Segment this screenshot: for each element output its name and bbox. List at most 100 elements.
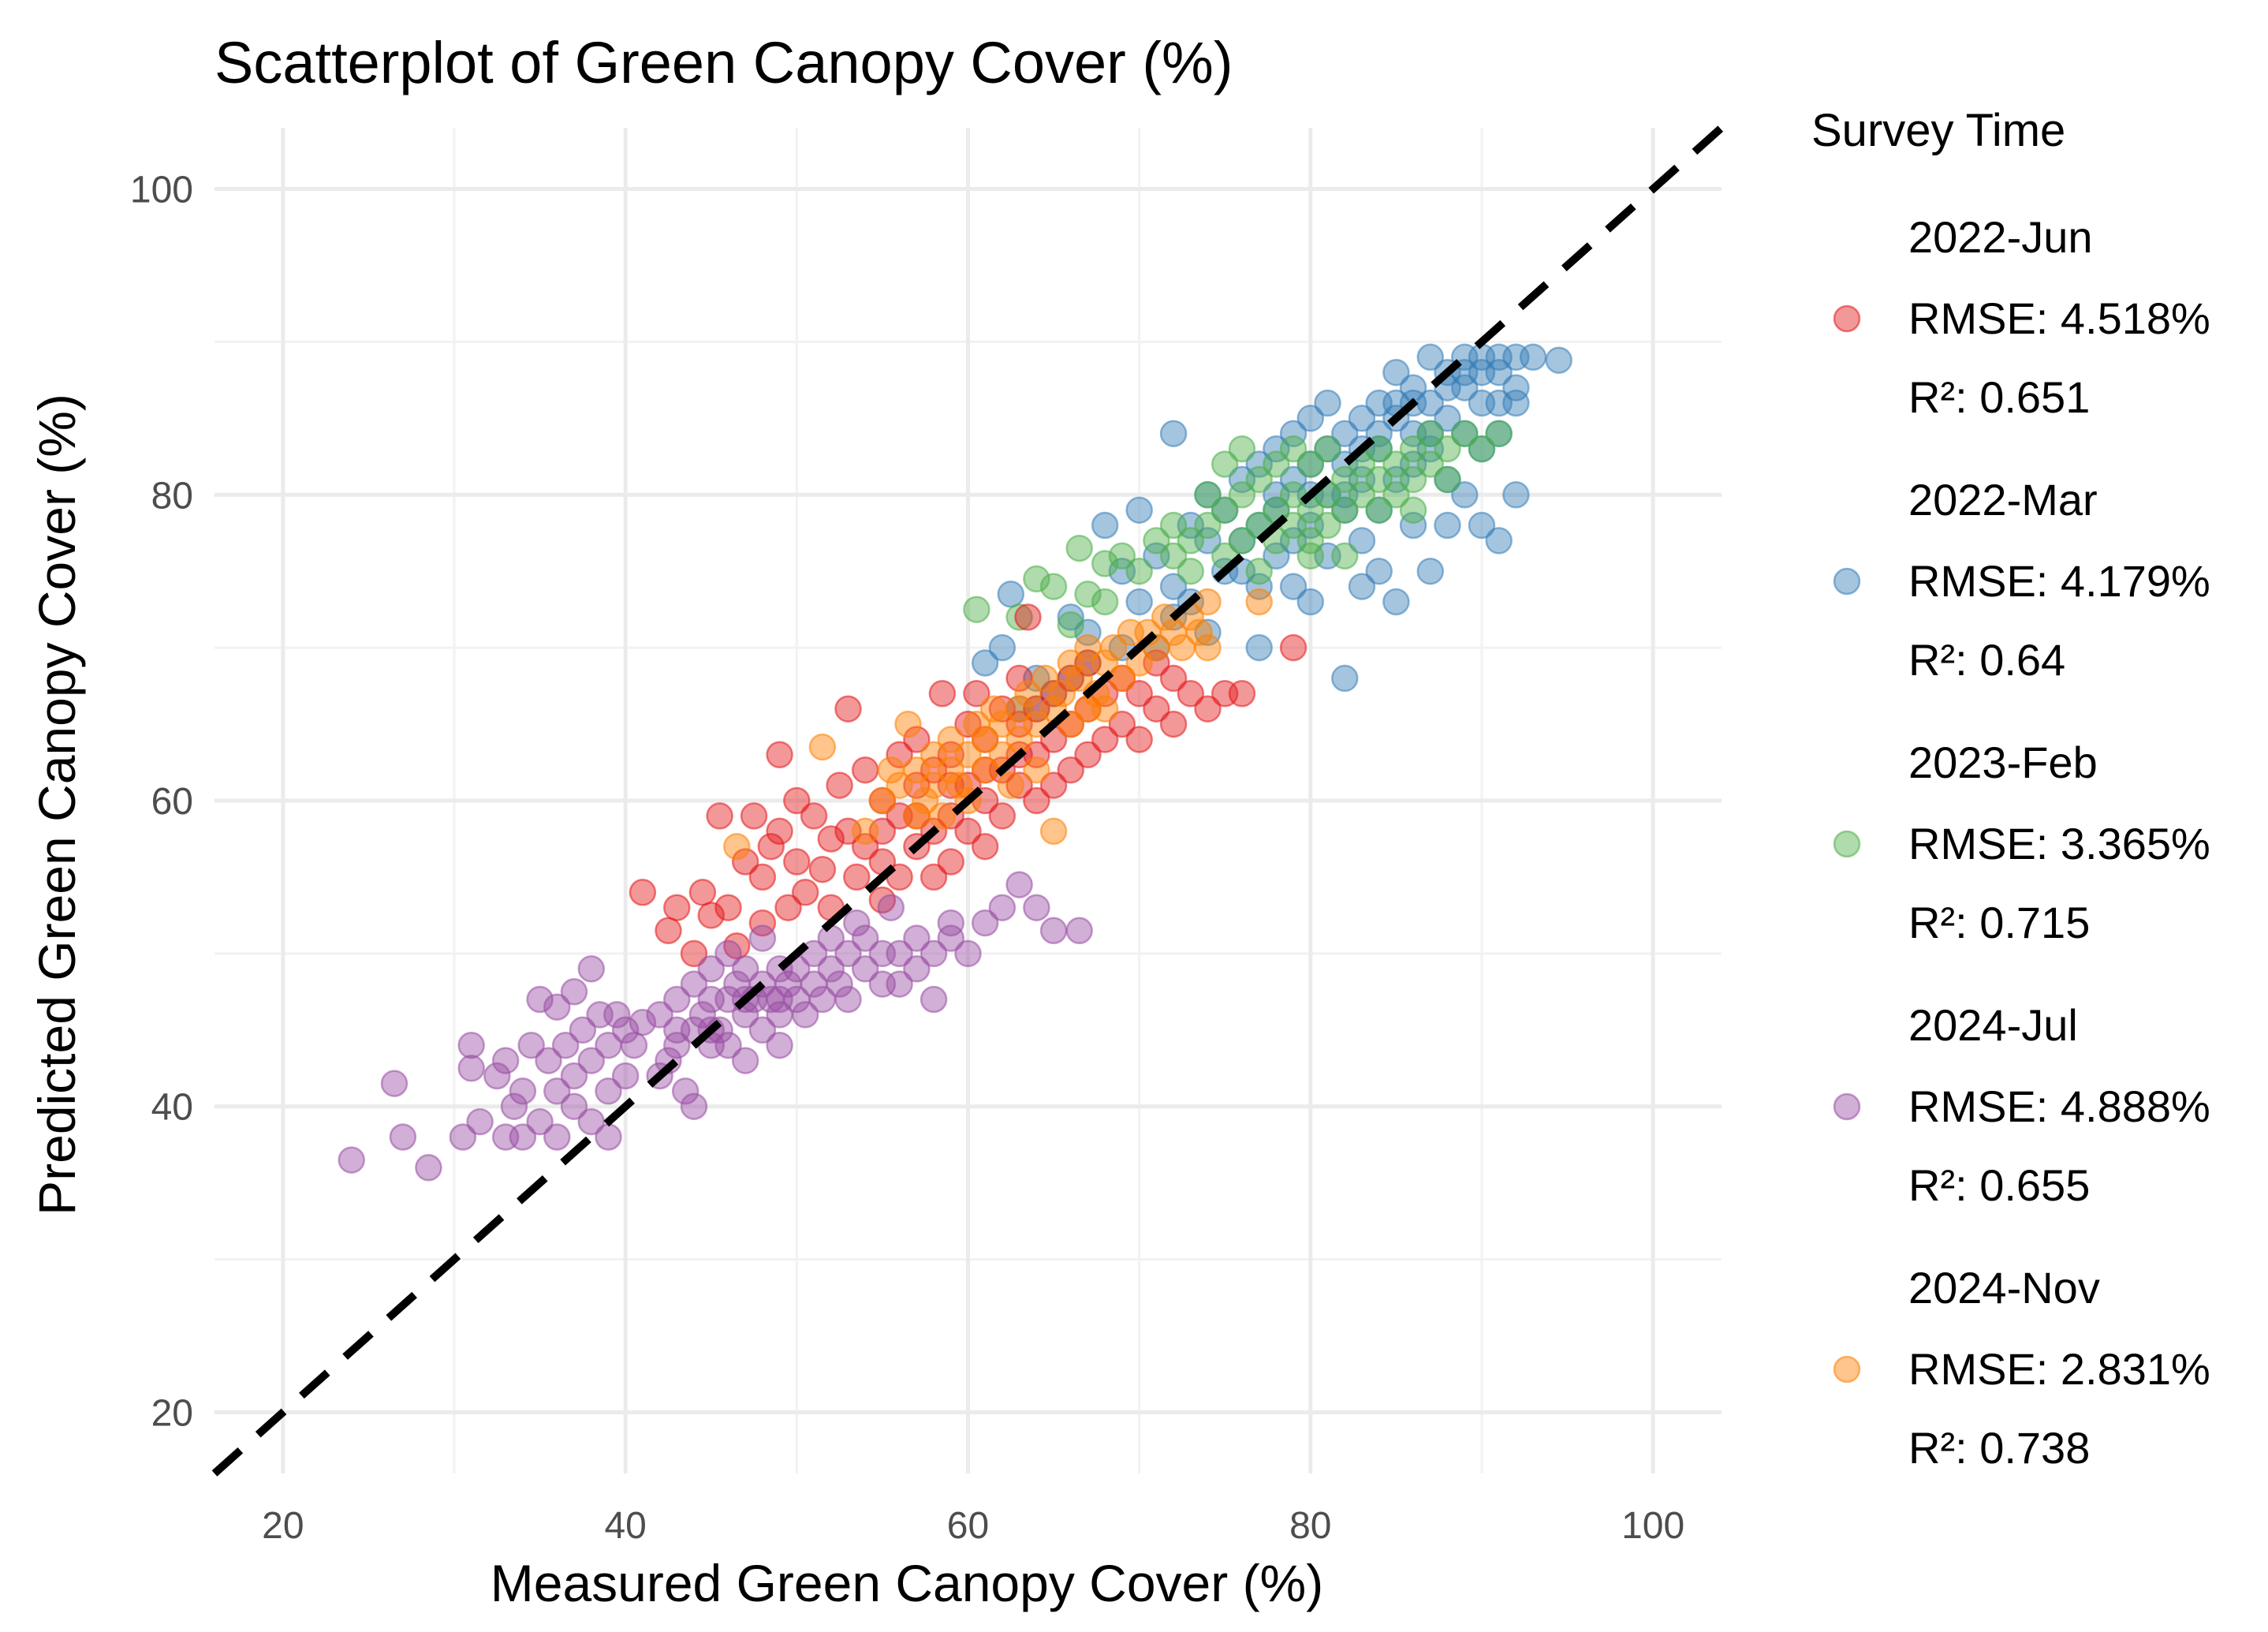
data-point <box>1365 557 1393 585</box>
data-point <box>1074 581 1102 608</box>
data-point <box>1177 557 1205 585</box>
data-point <box>663 1031 691 1059</box>
data-point <box>851 955 879 983</box>
data-point <box>1279 573 1307 600</box>
x-tick-label: 80 <box>1289 1505 1331 1547</box>
data-point <box>937 848 965 876</box>
data-point <box>1485 527 1513 555</box>
data-point <box>1382 588 1410 616</box>
data-point <box>1057 649 1085 677</box>
data-point <box>1228 680 1256 708</box>
legend-rmse: RMSE: 3.365% <box>1908 819 2210 868</box>
data-point <box>1399 496 1427 524</box>
data-point <box>1451 420 1479 447</box>
data-point <box>774 894 802 921</box>
data-point <box>629 879 657 906</box>
data-point <box>611 1062 640 1090</box>
data-point <box>1416 450 1445 478</box>
data-point <box>937 756 965 784</box>
data-point <box>389 1123 417 1151</box>
data-point <box>1023 756 1050 784</box>
data-point <box>1159 511 1188 540</box>
data-point <box>988 894 1016 921</box>
legend-series-name: 2024-Jul <box>1908 1000 2078 1050</box>
data-point <box>620 1031 648 1059</box>
data-point <box>971 649 999 677</box>
legend-r2: R²: 0.715 <box>1908 898 2090 947</box>
data-point <box>457 1031 485 1059</box>
series-2024-Jul <box>338 871 1093 1182</box>
x-axis-title: Measured Green Canopy Cover (%) <box>491 1554 1323 1612</box>
data-point <box>988 633 1016 662</box>
data-point <box>834 695 862 723</box>
series-2022-Jun <box>629 603 1307 968</box>
data-point <box>611 1016 640 1044</box>
data-point <box>457 1055 485 1082</box>
series-2024-Nov <box>723 588 1273 861</box>
data-point <box>1416 420 1445 447</box>
data-point <box>988 710 1016 738</box>
data-point <box>1331 420 1359 447</box>
data-point <box>1296 527 1325 555</box>
data-point <box>886 939 913 968</box>
data-point <box>1091 726 1119 753</box>
x-tick-label: 100 <box>1621 1505 1684 1547</box>
data-point <box>1125 680 1153 708</box>
data-point <box>663 985 691 1014</box>
data-point <box>911 786 939 815</box>
data-point <box>946 771 973 799</box>
data-point <box>1296 450 1325 478</box>
data-point <box>1451 481 1479 509</box>
data-point <box>1279 633 1307 662</box>
data-point <box>731 848 759 876</box>
data-point <box>1185 618 1213 647</box>
x-tick-label: 20 <box>262 1505 304 1547</box>
legend-series-name: 2023-Feb <box>1908 738 2098 787</box>
data-point <box>1502 481 1530 509</box>
data-point <box>1416 343 1445 372</box>
data-point <box>646 1001 673 1029</box>
data-point <box>595 1077 622 1105</box>
data-point <box>714 939 742 968</box>
legend-r2: R²: 0.64 <box>1908 635 2065 685</box>
data-point <box>1091 511 1119 540</box>
data-point <box>1502 374 1530 401</box>
data-point <box>886 970 913 998</box>
data-point <box>791 1001 819 1029</box>
data-point <box>1099 633 1128 662</box>
data-point <box>1279 420 1307 447</box>
axis-ticks: 20 40 60 80 100 20 40 60 80 100 <box>130 170 1684 1547</box>
data-point <box>766 1031 793 1059</box>
data-point <box>1005 603 1033 631</box>
data-point <box>1245 557 1273 585</box>
data-point <box>1468 511 1496 540</box>
data-point <box>954 741 982 769</box>
data-point <box>766 985 793 1014</box>
chart-title: Scatterplot of Green Canopy Cover (%) <box>214 30 1233 95</box>
data-point <box>800 802 828 830</box>
data-point <box>748 924 777 952</box>
data-point <box>629 1008 657 1036</box>
data-point <box>937 909 965 937</box>
data-point <box>1348 573 1376 600</box>
data-point <box>757 832 785 861</box>
data-point <box>1382 450 1410 478</box>
data-point <box>671 1077 699 1105</box>
data-point <box>954 710 982 738</box>
data-point <box>1434 405 1461 432</box>
legend-rmse: RMSE: 2.831% <box>1908 1344 2210 1394</box>
data-point <box>1031 664 1059 693</box>
data-point <box>1074 741 1102 769</box>
data-point <box>731 955 759 983</box>
legend-marker <box>1833 1355 1861 1384</box>
data-point <box>843 863 871 891</box>
data-point <box>1091 588 1119 616</box>
data-point <box>971 909 999 937</box>
legend-r2: R²: 0.655 <box>1908 1160 2090 1210</box>
data-point <box>577 1107 606 1136</box>
data-point <box>1177 680 1205 708</box>
data-point <box>1194 511 1222 540</box>
data-point <box>1194 618 1222 647</box>
legend-series-name: 2022-Jun <box>1908 212 2093 262</box>
data-point <box>937 924 965 952</box>
